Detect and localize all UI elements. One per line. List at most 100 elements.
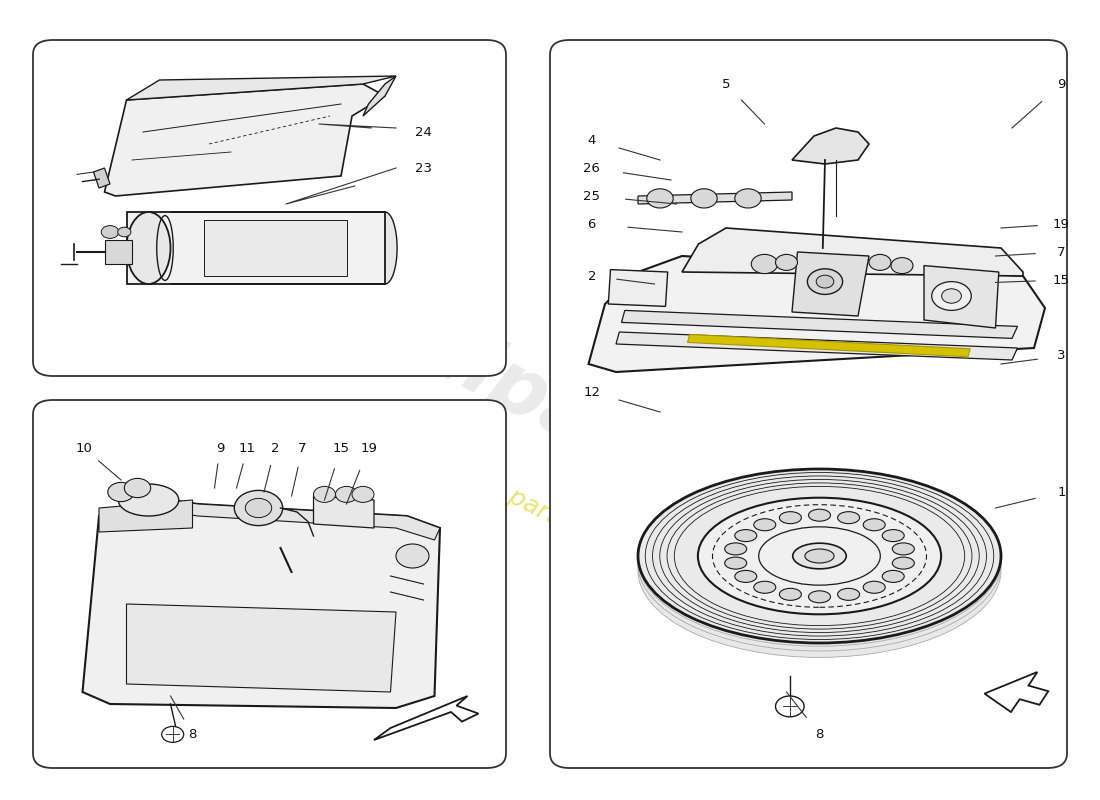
Circle shape — [101, 226, 119, 238]
Ellipse shape — [882, 530, 904, 542]
Circle shape — [735, 189, 761, 208]
Ellipse shape — [638, 472, 1001, 646]
Ellipse shape — [780, 512, 802, 524]
Ellipse shape — [793, 543, 846, 569]
Polygon shape — [588, 256, 1045, 372]
Polygon shape — [638, 192, 792, 204]
Polygon shape — [792, 128, 869, 164]
Ellipse shape — [864, 582, 886, 594]
Circle shape — [396, 544, 429, 568]
Ellipse shape — [638, 469, 1001, 643]
Text: 24: 24 — [415, 126, 432, 138]
Polygon shape — [984, 672, 1048, 712]
Text: 9: 9 — [1057, 78, 1066, 90]
Text: 6: 6 — [587, 218, 596, 230]
Text: 11: 11 — [239, 442, 256, 454]
Polygon shape — [126, 212, 385, 284]
Circle shape — [124, 478, 151, 498]
Circle shape — [776, 696, 804, 717]
Ellipse shape — [837, 512, 859, 524]
Ellipse shape — [373, 212, 397, 284]
Text: a passion for parts since 1985: a passion for parts since 1985 — [354, 407, 702, 601]
Text: 2: 2 — [587, 270, 596, 282]
Circle shape — [751, 254, 778, 274]
Circle shape — [869, 254, 891, 270]
Polygon shape — [126, 604, 396, 692]
Text: 19: 19 — [360, 442, 377, 454]
Text: 19: 19 — [1053, 218, 1070, 230]
Text: 7: 7 — [298, 442, 307, 454]
Ellipse shape — [126, 212, 170, 284]
Text: 7: 7 — [1057, 246, 1066, 258]
Ellipse shape — [837, 588, 859, 600]
Circle shape — [336, 486, 358, 502]
Polygon shape — [924, 266, 999, 328]
Circle shape — [942, 289, 961, 303]
Polygon shape — [363, 76, 396, 116]
Polygon shape — [682, 228, 1023, 276]
FancyBboxPatch shape — [33, 400, 506, 768]
Polygon shape — [374, 696, 478, 740]
Text: 26: 26 — [583, 162, 601, 174]
Text: 23: 23 — [415, 162, 432, 174]
Polygon shape — [104, 240, 132, 264]
Ellipse shape — [892, 543, 914, 555]
Polygon shape — [204, 220, 346, 276]
Circle shape — [807, 269, 843, 294]
Polygon shape — [99, 500, 192, 532]
Polygon shape — [104, 84, 385, 196]
Polygon shape — [99, 500, 440, 540]
Text: 4: 4 — [587, 134, 596, 146]
Circle shape — [891, 258, 913, 274]
Ellipse shape — [735, 570, 757, 582]
Ellipse shape — [725, 557, 747, 569]
Circle shape — [118, 227, 131, 237]
Circle shape — [647, 189, 673, 208]
Ellipse shape — [808, 591, 830, 603]
Polygon shape — [314, 496, 374, 528]
Circle shape — [352, 486, 374, 502]
Polygon shape — [82, 500, 440, 708]
Circle shape — [776, 254, 798, 270]
Text: 1: 1 — [1057, 486, 1066, 498]
Polygon shape — [621, 310, 1018, 338]
Text: 9: 9 — [216, 442, 224, 454]
Text: 8: 8 — [815, 728, 824, 741]
Circle shape — [932, 282, 971, 310]
Polygon shape — [126, 76, 396, 100]
Ellipse shape — [638, 483, 1001, 658]
Text: eliparts: eliparts — [377, 294, 723, 522]
Text: 5: 5 — [722, 78, 730, 90]
Circle shape — [108, 482, 134, 502]
Ellipse shape — [735, 530, 757, 542]
Ellipse shape — [697, 498, 942, 614]
Text: 15: 15 — [332, 442, 350, 454]
Circle shape — [234, 490, 283, 526]
Ellipse shape — [805, 549, 834, 563]
Circle shape — [816, 275, 834, 288]
Ellipse shape — [754, 518, 776, 530]
Ellipse shape — [808, 509, 830, 521]
Polygon shape — [616, 332, 1018, 360]
Text: 25: 25 — [583, 190, 601, 202]
Ellipse shape — [864, 518, 886, 530]
Ellipse shape — [725, 543, 747, 555]
Ellipse shape — [892, 557, 914, 569]
Polygon shape — [94, 168, 110, 188]
Ellipse shape — [882, 570, 904, 582]
Ellipse shape — [780, 588, 802, 600]
Text: 12: 12 — [583, 386, 601, 398]
Ellipse shape — [754, 582, 776, 594]
Text: 15: 15 — [1053, 274, 1070, 286]
Polygon shape — [688, 334, 970, 357]
Ellipse shape — [638, 477, 1001, 651]
Circle shape — [314, 486, 336, 502]
Circle shape — [245, 498, 272, 518]
FancyBboxPatch shape — [550, 40, 1067, 768]
Text: 2: 2 — [271, 442, 279, 454]
Circle shape — [162, 726, 184, 742]
Polygon shape — [608, 270, 668, 306]
FancyBboxPatch shape — [33, 40, 506, 376]
Text: 8: 8 — [188, 728, 197, 741]
Circle shape — [691, 189, 717, 208]
